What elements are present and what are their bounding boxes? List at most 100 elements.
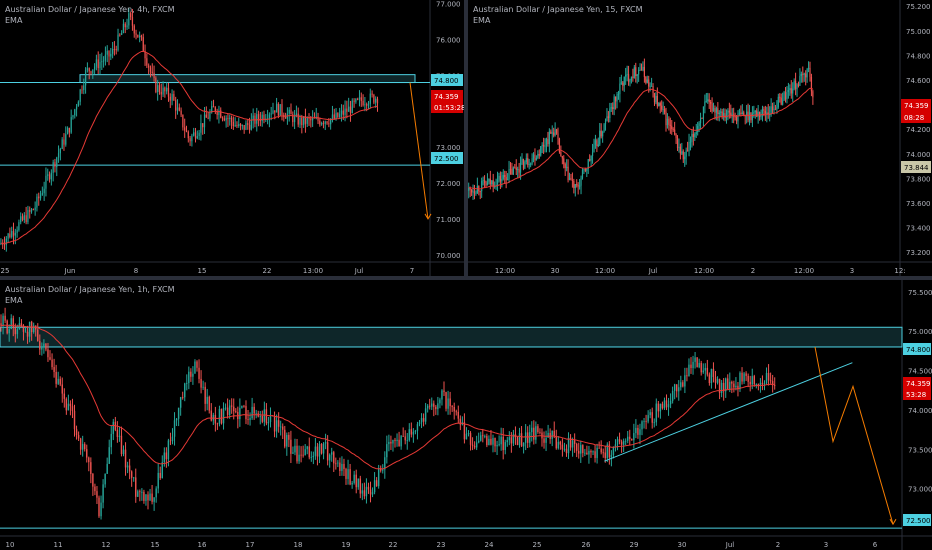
candle-body bbox=[547, 139, 549, 145]
candle-body bbox=[645, 421, 647, 422]
candle-body bbox=[200, 123, 202, 133]
candle bbox=[593, 138, 595, 153]
candle bbox=[480, 431, 482, 442]
candle-body bbox=[610, 107, 612, 109]
candle bbox=[504, 439, 506, 455]
candle-body bbox=[522, 158, 525, 169]
candle-body bbox=[541, 144, 543, 147]
candle bbox=[304, 108, 307, 133]
candle bbox=[496, 171, 499, 192]
candle bbox=[498, 172, 500, 183]
chart-canvas-15m[interactable]: 75.20075.00074.80074.60074.40074.20074.0… bbox=[468, 0, 932, 276]
candle bbox=[37, 323, 39, 342]
candle-body bbox=[763, 383, 766, 385]
candle bbox=[45, 343, 47, 352]
candle bbox=[475, 435, 478, 451]
candle-body bbox=[633, 67, 635, 79]
candle-body bbox=[531, 158, 533, 164]
y-tick-label: 74.500 bbox=[908, 368, 932, 376]
candle-body bbox=[629, 436, 631, 439]
candle-body bbox=[145, 494, 147, 501]
candle-body bbox=[734, 116, 736, 118]
chart-canvas-4h[interactable]: 77.00076.00075.00073.00072.00071.00070.0… bbox=[0, 0, 464, 276]
candle-body bbox=[805, 73, 807, 78]
candle bbox=[297, 107, 299, 128]
candle bbox=[656, 87, 658, 109]
candle-body bbox=[229, 117, 231, 119]
candle-body bbox=[512, 434, 515, 444]
candle-body bbox=[469, 187, 471, 190]
candle bbox=[753, 374, 756, 387]
candle bbox=[41, 342, 43, 356]
candle bbox=[169, 432, 172, 446]
candle-body bbox=[290, 439, 292, 454]
candle-body bbox=[567, 437, 570, 454]
pane-divider-horizontal[interactable] bbox=[0, 276, 932, 280]
candle-body bbox=[324, 442, 327, 444]
candle-body bbox=[110, 433, 112, 448]
candle bbox=[717, 102, 719, 121]
legend-indicator-1h: EMA bbox=[5, 296, 23, 305]
candle-body bbox=[39, 341, 41, 350]
candle bbox=[86, 62, 89, 73]
candle bbox=[800, 71, 802, 83]
candle bbox=[253, 403, 255, 420]
candle-body bbox=[612, 447, 615, 455]
candle bbox=[243, 404, 245, 408]
candle-body bbox=[14, 328, 17, 335]
candle bbox=[202, 123, 204, 135]
candle-body bbox=[687, 150, 689, 152]
candle-body bbox=[158, 85, 161, 92]
candle bbox=[43, 181, 45, 201]
candle bbox=[28, 321, 31, 343]
candle bbox=[166, 82, 168, 95]
x-tick-label: 18 bbox=[294, 541, 303, 549]
candle-body bbox=[640, 69, 643, 71]
candle-body bbox=[516, 437, 519, 446]
candle-body bbox=[386, 444, 388, 458]
candle-body bbox=[73, 410, 76, 430]
candle-body bbox=[361, 490, 364, 494]
candle-body bbox=[92, 473, 94, 487]
chart-pane-4h[interactable]: Australian Dollar / Japanese Yen, 4h, FX… bbox=[0, 0, 464, 276]
candle bbox=[88, 67, 90, 80]
candle-body bbox=[655, 403, 658, 423]
candle-body bbox=[699, 118, 702, 124]
candle bbox=[331, 447, 333, 462]
candle bbox=[589, 154, 591, 162]
candle-body bbox=[724, 113, 726, 119]
candle-body bbox=[126, 465, 129, 468]
candle bbox=[694, 352, 696, 369]
candle-body bbox=[363, 490, 366, 497]
candle-body bbox=[766, 112, 768, 114]
candle bbox=[645, 76, 647, 85]
candle-body bbox=[639, 69, 641, 71]
candle-body bbox=[551, 132, 553, 134]
pane-divider-vertical[interactable] bbox=[464, 0, 468, 276]
candle bbox=[301, 114, 303, 134]
candle bbox=[686, 367, 688, 382]
y-tick-label: 71.000 bbox=[436, 216, 461, 224]
candle-body bbox=[705, 100, 707, 102]
candle-body bbox=[600, 130, 602, 137]
candle bbox=[692, 126, 694, 146]
candle bbox=[11, 226, 13, 239]
candle bbox=[47, 168, 49, 181]
candle bbox=[96, 486, 98, 504]
price-label: 74.800 bbox=[434, 77, 459, 85]
chart-pane-15m[interactable]: Australian Dollar / Japanese Yen, 15, FX… bbox=[468, 0, 932, 276]
candle-body bbox=[789, 88, 791, 91]
candle bbox=[55, 364, 57, 388]
candle bbox=[151, 63, 153, 77]
candle-body bbox=[509, 169, 512, 170]
chart-pane-1h[interactable]: Australian Dollar / Japanese Yen, 1h, FX… bbox=[0, 280, 932, 550]
candle-body bbox=[261, 114, 263, 122]
candle-body bbox=[128, 465, 131, 472]
candle bbox=[708, 372, 711, 386]
candle-body bbox=[537, 153, 539, 158]
candle bbox=[718, 110, 720, 122]
candle bbox=[551, 430, 553, 447]
candle bbox=[236, 121, 238, 129]
candle bbox=[373, 93, 375, 105]
